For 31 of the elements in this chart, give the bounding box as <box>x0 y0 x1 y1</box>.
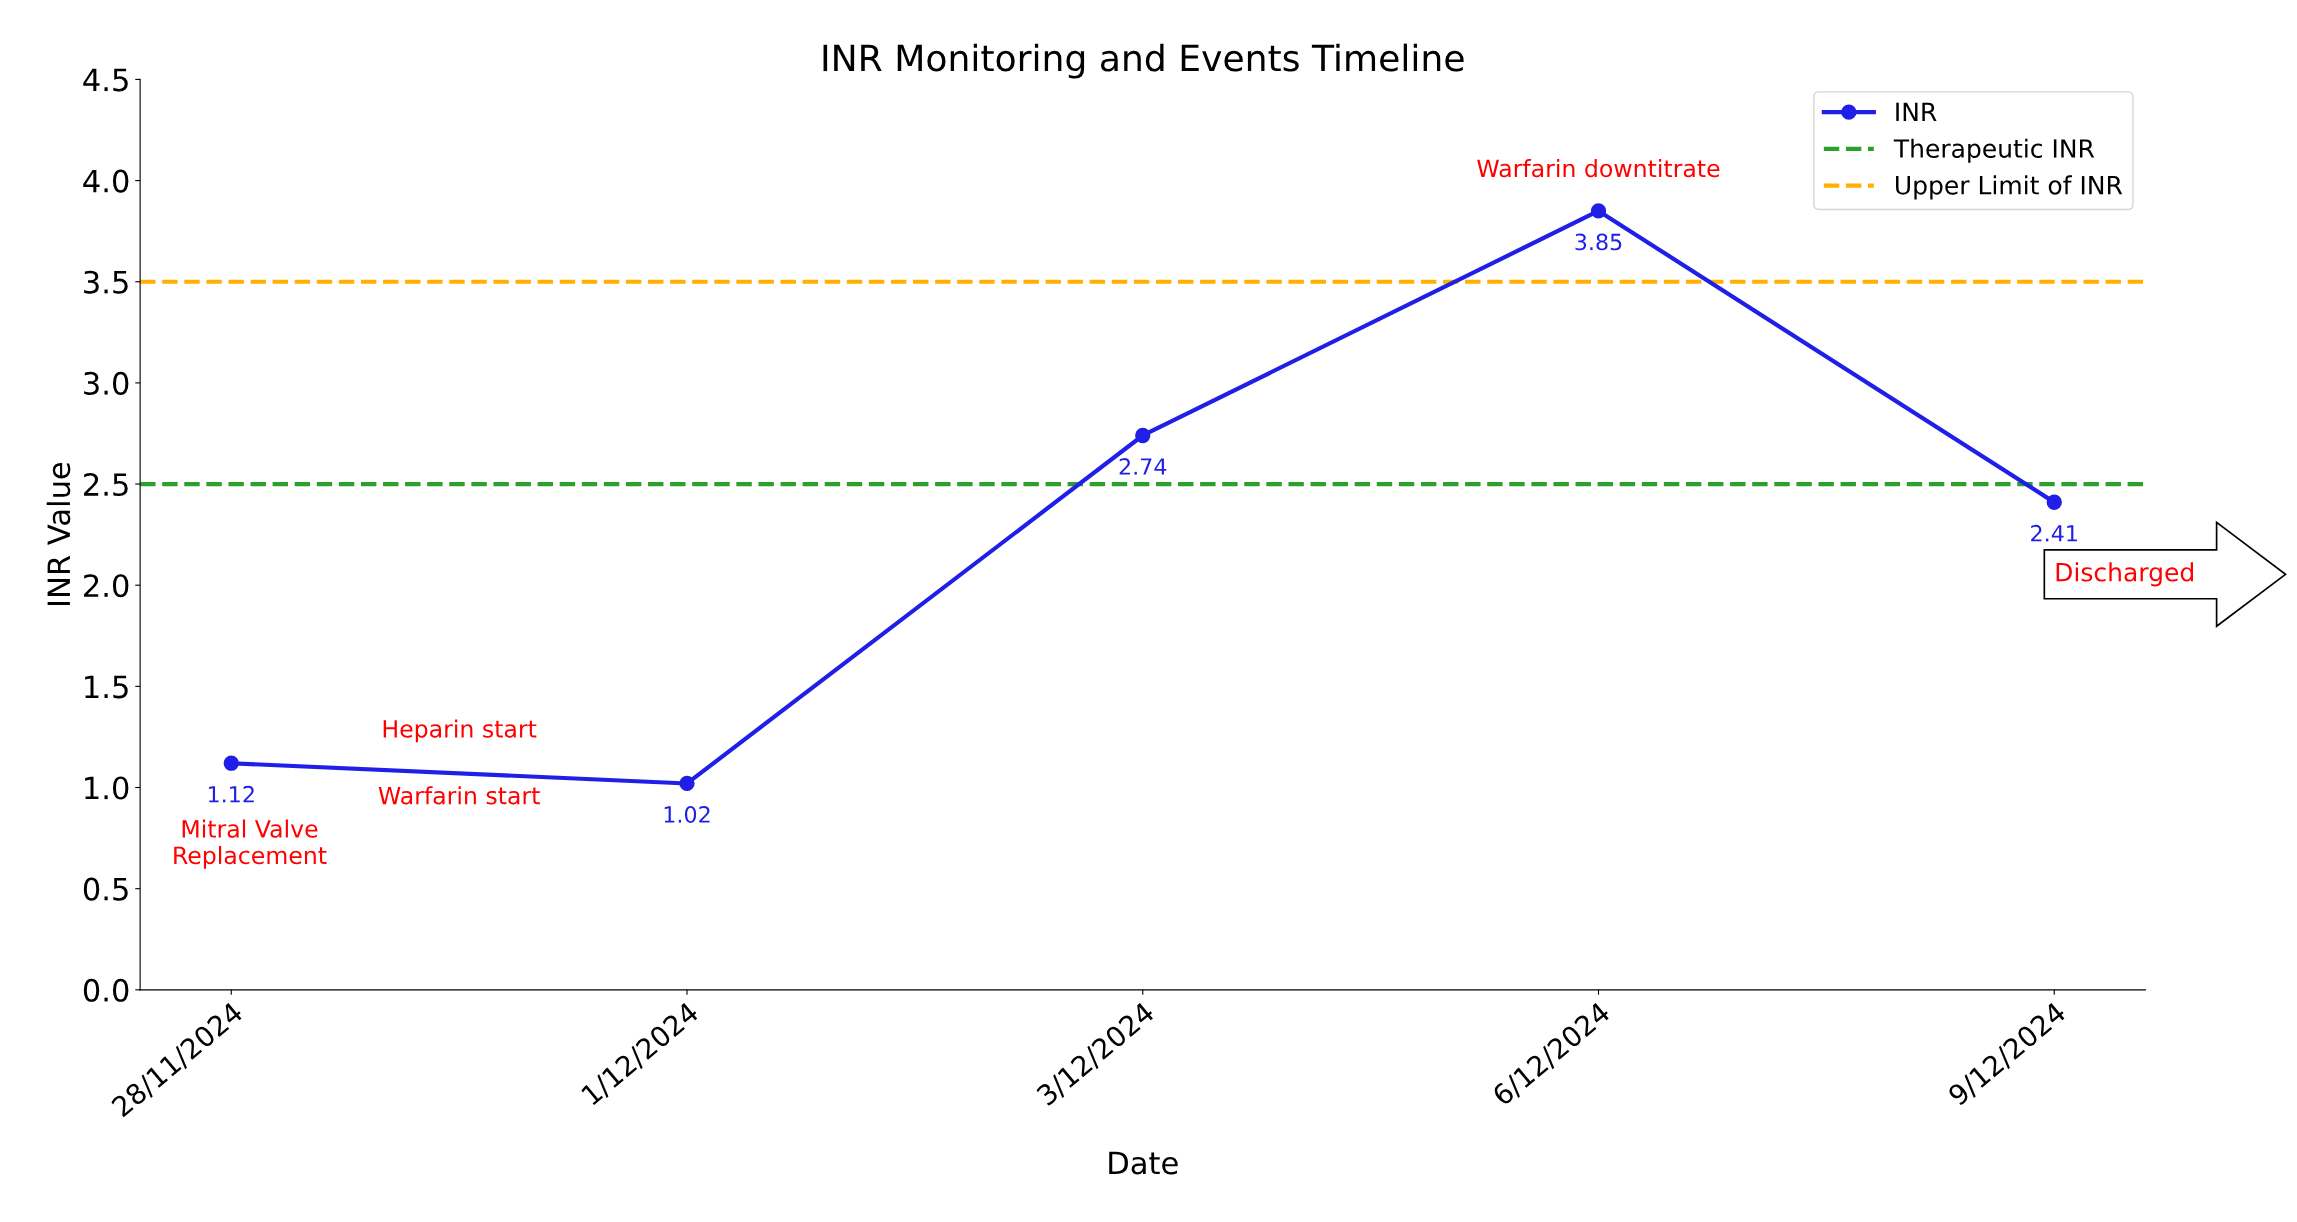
y-tick-label: 1.5 <box>85 675 128 699</box>
legend-label: Upper Limit of INR <box>1896 175 2123 200</box>
y-tick-label: 3.5 <box>84 270 128 294</box>
y-tick-label: 3.0 <box>84 371 129 395</box>
annotation: Warfarin start <box>378 786 540 805</box>
point <box>1135 427 1151 444</box>
point <box>2046 494 2062 510</box>
annotation: Warfarin downtitrate <box>1477 159 1720 178</box>
y-tick-label: 1.0 <box>85 776 129 800</box>
data-label: 3.85 <box>1575 233 1622 251</box>
y-tick-label: 2.0 <box>84 574 129 598</box>
y-tick-label: 2.5 <box>84 472 128 497</box>
x-axis-title: Date <box>1109 1151 1178 1175</box>
chart-title: INR Monitoring and Events Timeline <box>823 43 1464 79</box>
y-tick-label: 4.5 <box>83 68 128 92</box>
data-label: 2.41 <box>2031 524 2077 542</box>
y-axis-title: INR Value <box>46 462 71 605</box>
point <box>223 755 239 771</box>
point <box>1590 203 1607 219</box>
data-label: 1.12 <box>208 785 254 803</box>
y-tick-label: 4.0 <box>83 169 129 193</box>
data-label: 1.02 <box>664 806 710 823</box>
annotation: Heparin start <box>383 719 537 743</box>
legend-label: Therapeutic INR <box>1893 138 2095 163</box>
annotation: Mitral Valve Replacement <box>174 819 327 869</box>
y-tick-label: 0.0 <box>83 978 129 1002</box>
annotation: Discharged <box>2056 562 2193 587</box>
point <box>679 775 695 792</box>
legend-label: INR <box>1896 102 1937 121</box>
y-tick-label: 0.5 <box>83 877 128 901</box>
data-label: 2.74 <box>1119 458 1167 475</box>
